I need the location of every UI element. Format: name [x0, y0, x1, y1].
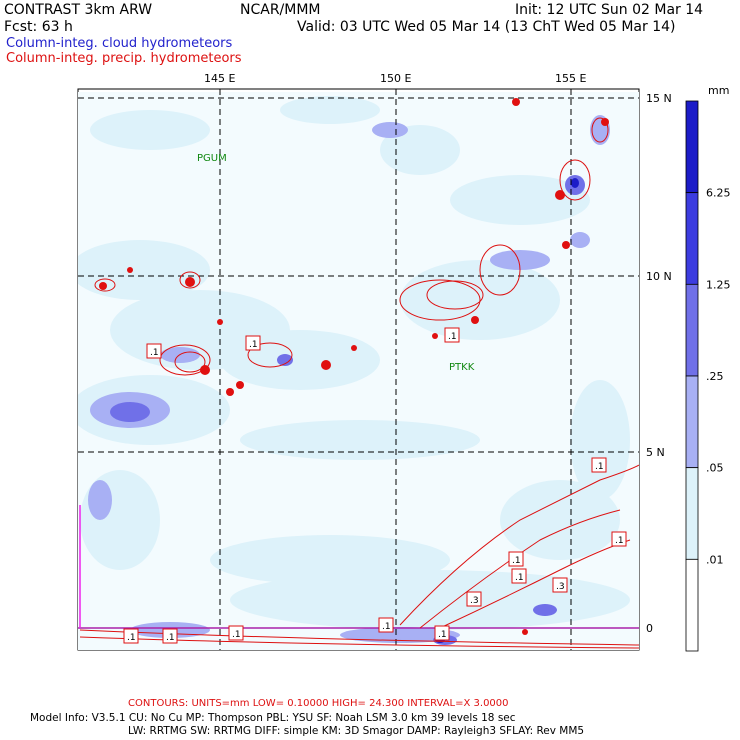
- lon-label-145: 145 E: [204, 72, 235, 85]
- lat-label-5n: 5 N: [646, 446, 665, 459]
- colorbar-segment: [685, 192, 699, 285]
- lon-label-155: 155 E: [555, 72, 586, 85]
- svg-text:.1: .1: [249, 340, 258, 350]
- legend-precip-hydrometeors: Column-integ. precip. hydrometeors: [6, 51, 242, 66]
- colorbar-segment: [685, 558, 699, 652]
- lat-label-15n: 15 N: [646, 92, 672, 105]
- svg-text:.1: .1: [232, 630, 241, 640]
- valid-time: Valid: 03 UTC Wed 05 Mar 14 (13 ChT Wed …: [297, 19, 676, 35]
- svg-text:.1: .1: [615, 536, 624, 546]
- forecast-hour: Fcst: 63 h: [4, 19, 73, 35]
- contour-label: .1: [146, 343, 162, 359]
- contour-label: .1: [611, 531, 627, 547]
- legend-cloud-hydrometeors: Column-integ. cloud hydrometeors: [6, 36, 233, 51]
- svg-text:.1: .1: [438, 630, 447, 640]
- contour-label: .1: [434, 625, 450, 641]
- contour-label: .1: [228, 625, 244, 641]
- model-title: CONTRAST 3km ARW: [4, 2, 153, 18]
- contour-label: .1: [162, 628, 178, 644]
- cloud-field: [78, 92, 639, 650]
- colorbar-label: .25: [706, 370, 724, 383]
- contour-label: .3: [466, 591, 482, 607]
- colorbar-label: .01: [706, 553, 724, 566]
- colorbar: 6.25 1.25 .25 .05 .01: [685, 100, 731, 652]
- contour-label-group: .1 .1 .1 .1 .1 .1 .3 .3 .1 .1 .1 .1 .1 .1: [123, 327, 627, 644]
- svg-text:.1: .1: [166, 633, 175, 643]
- colorbar-segment: [685, 100, 699, 194]
- svg-text:.3: .3: [470, 596, 479, 606]
- contour-label: .1: [508, 551, 524, 567]
- contour-label: .1: [511, 568, 527, 584]
- station-pgum: PGUM: [197, 153, 227, 164]
- svg-text:.1: .1: [515, 573, 524, 583]
- lat-label-10n: 10 N: [646, 270, 672, 283]
- lon-label-150: 150 E: [380, 72, 411, 85]
- station-ptkk: PTKK: [449, 362, 475, 373]
- precip-cores: [99, 98, 609, 635]
- colorbar-label: 1.25: [706, 278, 731, 291]
- contour-info: CONTOURS: UNITS=mm LOW= 0.10000 HIGH= 24…: [128, 698, 509, 709]
- colorbar-label: .05: [706, 462, 724, 475]
- svg-text:.1: .1: [127, 633, 136, 643]
- svg-text:.1: .1: [382, 622, 391, 632]
- svg-text:.1: .1: [448, 332, 457, 342]
- lat-label-0: 0: [646, 622, 653, 635]
- model-info-line2: LW: RRTMG SW: RRTMG DIFF: simple KM: 3D …: [128, 725, 585, 737]
- colorbar-segment: [685, 375, 699, 469]
- init-time: Init: 12 UTC Sun 02 Mar 14: [515, 2, 704, 18]
- contour-label: .1: [591, 457, 607, 473]
- contour-label: .1: [444, 327, 460, 343]
- colorbar-label: 6.25: [706, 187, 731, 200]
- contour-label: .1: [245, 335, 261, 351]
- colorbar-unit: mm: [708, 84, 729, 97]
- lat-lon-grid: [78, 89, 639, 650]
- colorbar-segment: [685, 467, 699, 560]
- model-info-line1: Model Info: V3.5.1 CU: No Cu MP: Thompso…: [30, 712, 516, 724]
- svg-text:.1: .1: [595, 462, 604, 472]
- svg-text:.1: .1: [150, 348, 159, 358]
- precip-contours: [79, 117, 639, 649]
- svg-text:.1: .1: [512, 556, 521, 566]
- center-name: NCAR/MMM: [240, 2, 321, 18]
- contour-label: .3: [552, 577, 568, 593]
- contour-label: .1: [378, 617, 394, 633]
- contour-label: .1: [123, 628, 139, 644]
- svg-text:.3: .3: [556, 582, 565, 592]
- colorbar-segment: [685, 283, 699, 377]
